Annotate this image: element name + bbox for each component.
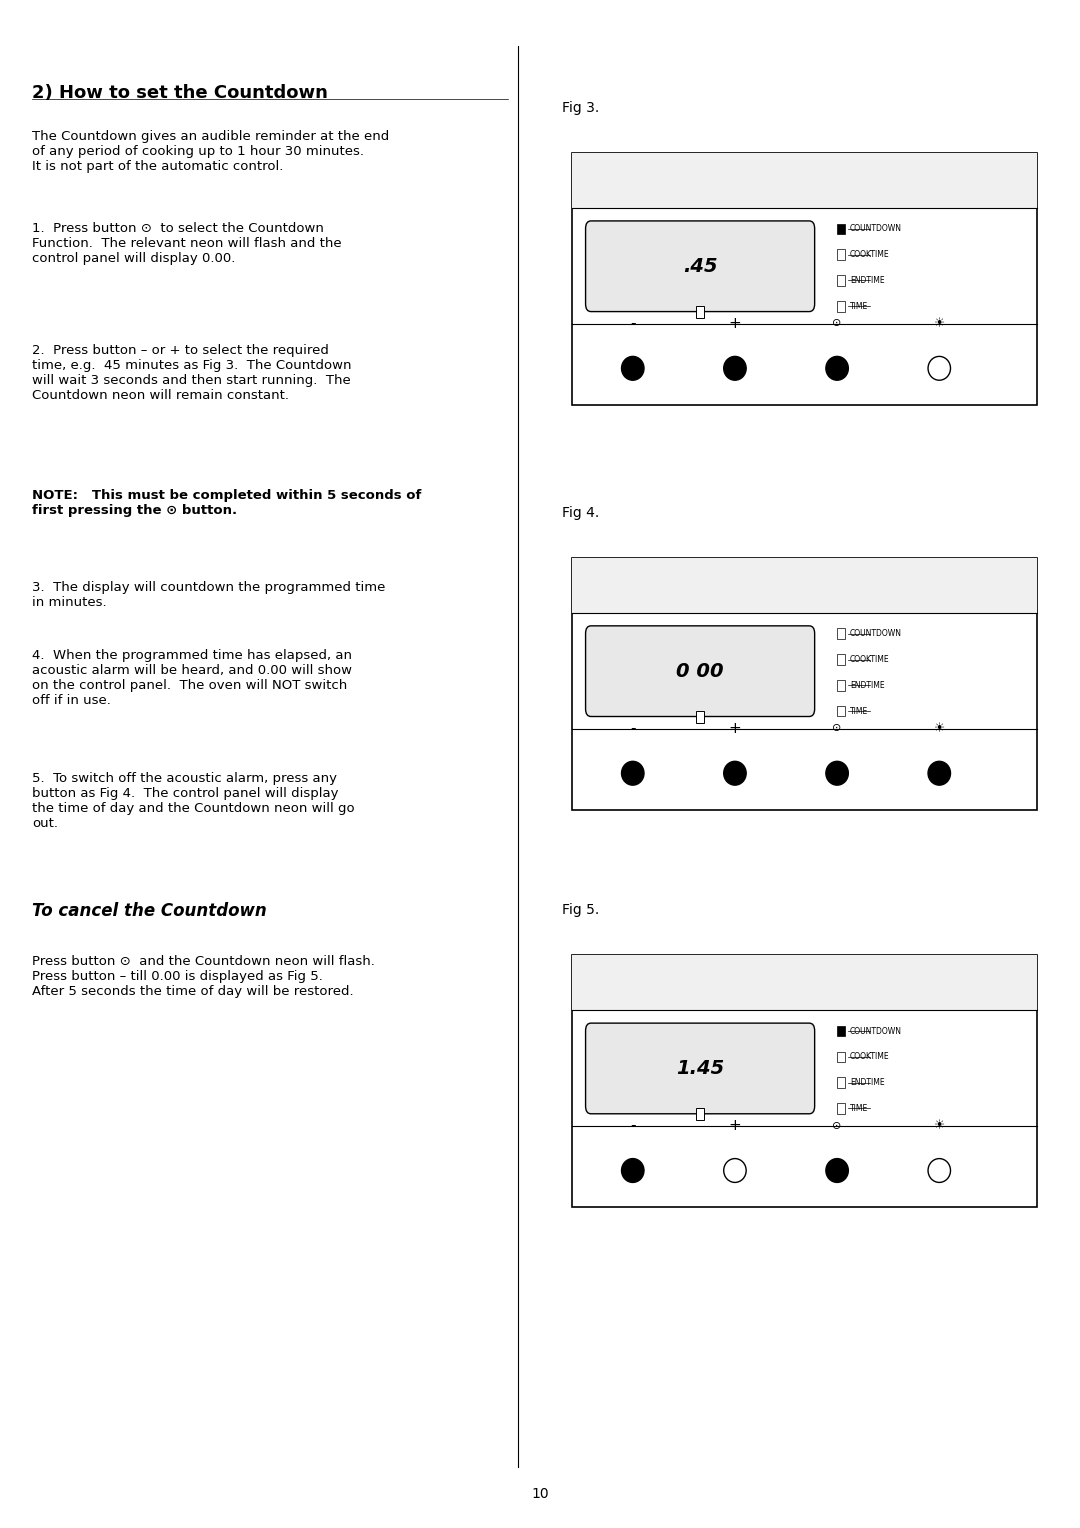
Text: 1.  Press button ⊙  to select the Countdown
Function.  The relevant neon will fl: 1. Press button ⊙ to select the Countdow… — [32, 222, 342, 264]
Text: +: + — [729, 316, 741, 332]
Text: Fig 3.: Fig 3. — [562, 101, 598, 115]
Bar — [696, 306, 704, 318]
Text: COOKTIME: COOKTIME — [850, 251, 890, 260]
Text: The Countdown gives an audible reminder at the end
of any period of cooking up t: The Countdown gives an audible reminder … — [32, 130, 390, 173]
Ellipse shape — [826, 356, 849, 380]
Bar — [837, 223, 845, 234]
Ellipse shape — [724, 1158, 746, 1183]
Ellipse shape — [826, 761, 849, 785]
Text: ENDTIME: ENDTIME — [850, 681, 885, 689]
Text: ⊙: ⊙ — [833, 1120, 841, 1131]
Text: COUNTDOWN: COUNTDOWN — [850, 225, 902, 234]
Bar — [837, 249, 845, 260]
FancyBboxPatch shape — [572, 153, 1037, 405]
Bar — [837, 301, 845, 312]
Text: TIME: TIME — [850, 706, 868, 715]
Text: -: - — [630, 721, 635, 736]
Text: COOKTIME: COOKTIME — [850, 1053, 890, 1062]
Bar — [837, 1103, 845, 1114]
Text: 2) How to set the Countdown: 2) How to set the Countdown — [32, 84, 328, 102]
Ellipse shape — [928, 761, 950, 785]
Text: 0 00: 0 00 — [676, 662, 724, 680]
Ellipse shape — [928, 356, 950, 380]
Text: ☀: ☀ — [933, 1118, 945, 1132]
Text: ENDTIME: ENDTIME — [850, 1079, 885, 1086]
FancyBboxPatch shape — [572, 955, 1037, 1207]
Text: +: + — [729, 1118, 741, 1134]
Text: 2.  Press button – or + to select the required
time, e.g.  45 minutes as Fig 3. : 2. Press button – or + to select the req… — [32, 344, 352, 402]
Text: ☀: ☀ — [933, 316, 945, 330]
Text: To cancel the Countdown: To cancel the Countdown — [32, 902, 267, 920]
Text: ⊙: ⊙ — [833, 723, 841, 733]
Bar — [572, 955, 1037, 1010]
Bar — [572, 558, 1037, 613]
Bar — [837, 1025, 845, 1036]
Bar — [572, 153, 1037, 208]
Text: COUNTDOWN: COUNTDOWN — [850, 1027, 902, 1036]
Bar — [837, 275, 845, 286]
FancyBboxPatch shape — [585, 1024, 814, 1114]
Ellipse shape — [724, 356, 746, 380]
FancyBboxPatch shape — [585, 626, 814, 717]
Text: .45: .45 — [683, 257, 717, 275]
Text: 5.  To switch off the acoustic alarm, press any
button as Fig 4.  The control pa: 5. To switch off the acoustic alarm, pre… — [32, 772, 355, 830]
Bar — [696, 711, 704, 723]
Text: COOKTIME: COOKTIME — [850, 656, 890, 665]
Text: 10: 10 — [531, 1487, 549, 1502]
Ellipse shape — [724, 761, 746, 785]
Bar — [837, 706, 845, 717]
Ellipse shape — [622, 356, 644, 380]
Ellipse shape — [928, 1158, 950, 1183]
Text: +: + — [729, 721, 741, 736]
Bar — [837, 654, 845, 665]
Text: TIME: TIME — [850, 301, 868, 310]
Text: 4.  When the programmed time has elapsed, an
acoustic alarm will be heard, and 0: 4. When the programmed time has elapsed,… — [32, 649, 352, 707]
FancyBboxPatch shape — [572, 558, 1037, 810]
Ellipse shape — [622, 1158, 644, 1183]
Text: NOTE:   This must be completed within 5 seconds of
first pressing the ⊙ button.: NOTE: This must be completed within 5 se… — [32, 489, 422, 516]
Text: ☀: ☀ — [933, 721, 945, 735]
Text: Fig 4.: Fig 4. — [562, 506, 598, 520]
Bar — [837, 1077, 845, 1088]
Text: -: - — [630, 316, 635, 332]
Ellipse shape — [826, 1158, 849, 1183]
Bar — [696, 1108, 704, 1120]
Text: Fig 5.: Fig 5. — [562, 903, 598, 917]
Text: ⊙: ⊙ — [833, 318, 841, 329]
Bar — [837, 680, 845, 691]
Text: 3.  The display will countdown the programmed time
in minutes.: 3. The display will countdown the progra… — [32, 581, 386, 608]
Text: 1.45: 1.45 — [676, 1059, 725, 1077]
Ellipse shape — [622, 761, 644, 785]
Text: ENDTIME: ENDTIME — [850, 277, 885, 284]
Text: TIME: TIME — [850, 1103, 868, 1112]
Text: -: - — [630, 1118, 635, 1134]
Bar — [837, 1051, 845, 1062]
Text: Press button ⊙  and the Countdown neon will flash.
Press button – till 0.00 is d: Press button ⊙ and the Countdown neon wi… — [32, 955, 375, 998]
Text: COUNTDOWN: COUNTDOWN — [850, 630, 902, 639]
FancyBboxPatch shape — [585, 222, 814, 312]
Bar — [837, 628, 845, 639]
